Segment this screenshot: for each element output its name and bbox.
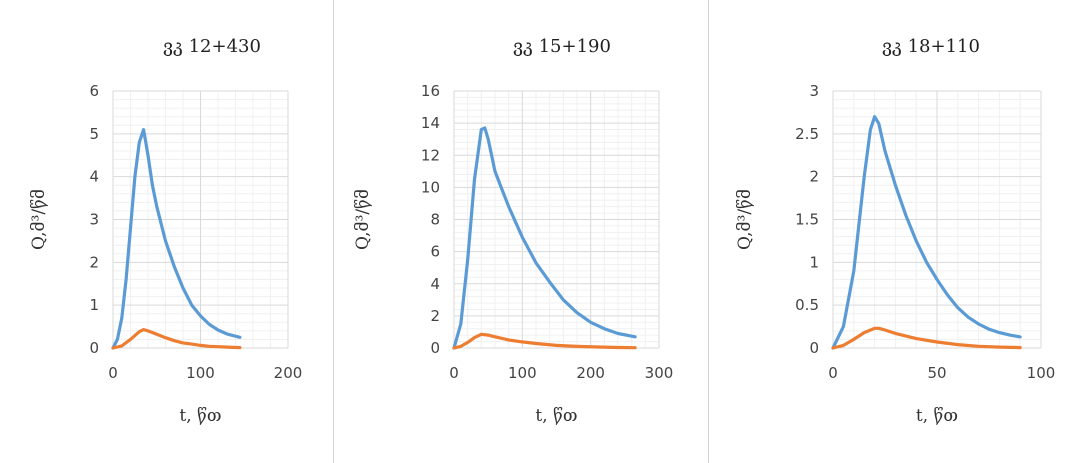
x-tick-label: 50 xyxy=(927,364,946,382)
y-tick-label: 2.5 xyxy=(795,125,819,143)
series-line-1 xyxy=(452,126,637,350)
y-tick-label: 0.5 xyxy=(795,296,819,314)
x-tick-label: 0 xyxy=(828,364,838,382)
y-tick-label: 1 xyxy=(809,253,819,271)
y-tick-label: 0 xyxy=(89,339,99,357)
chart-3: 0 0.5 1 1.5 2 2.5 3 0 50 100 ვკ 18+110 t, წთ Q,მ³/წმ xyxy=(735,36,1056,426)
x-axis-label: t, წთ xyxy=(535,406,577,426)
y-tick-label: 6 xyxy=(89,82,99,100)
series-line-1 xyxy=(831,115,1022,350)
y-tick-label: 5 xyxy=(89,125,99,143)
y-tick-label: 3 xyxy=(809,82,819,100)
x-axis-label: t, წთ xyxy=(916,406,958,426)
y-tick-label: 2 xyxy=(430,307,440,325)
y-tick-label: 4 xyxy=(430,275,440,293)
y-tick-label: 10 xyxy=(421,178,440,196)
panel-divider xyxy=(708,0,709,463)
x-tick-label: 300 xyxy=(645,364,674,382)
x-axis-label: t, წთ xyxy=(179,406,221,426)
series-line-2 xyxy=(831,326,1022,350)
y-tick-label: 14 xyxy=(421,114,440,132)
y-tick-label: 2 xyxy=(809,168,819,186)
grid xyxy=(112,90,289,349)
grid xyxy=(453,90,660,349)
y-axis-label: Q,მ³/წმ xyxy=(353,189,373,250)
series-line-1 xyxy=(111,128,242,350)
y-tick-label: 3 xyxy=(89,211,99,229)
series-line-2 xyxy=(111,328,242,350)
chart-title: ვკ 18+110 xyxy=(882,36,980,57)
x-tick-label: 100 xyxy=(508,364,537,382)
panel-divider xyxy=(333,0,334,463)
chart-title: ვკ 12+430 xyxy=(163,36,261,57)
series-line-2 xyxy=(452,332,637,350)
y-tick-label: 0 xyxy=(430,339,440,357)
x-tick-label: 100 xyxy=(1027,364,1056,382)
chart-panel-1: 0 1 2 3 4 5 6 0 100 200 ვკ 12+430 t, წთ Q,მ³/წმ xyxy=(0,0,333,463)
y-tick-label: 8 xyxy=(430,211,440,229)
chart-2: 0 2 4 6 8 10 12 14 16 0 100 200 300 ვკ 15+190 t, წთ Q,მ… xyxy=(353,36,674,426)
y-tick-label: 16 xyxy=(421,82,440,100)
y-tick-label: 6 xyxy=(430,243,440,261)
chart-title: ვკ 15+190 xyxy=(513,36,611,57)
y-axis-label: Q,მ³/წმ xyxy=(735,189,755,250)
y-tick-label: 2 xyxy=(89,253,99,271)
y-axis-label: Q,მ³/წმ xyxy=(29,189,49,250)
chart-panel-3: 0 0.5 1 1.5 2 2.5 3 0 50 100 ვკ 18+110 t, წთ Q,მ³/წმ xyxy=(709,0,1074,463)
x-tick-label: 200 xyxy=(274,364,303,382)
chart-panel-2: 0 2 4 6 8 10 12 14 16 0 100 200 300 ვკ 15+190 t, წთ Q,მ… xyxy=(334,0,708,463)
chart-1: 0 1 2 3 4 5 6 0 100 200 ვკ 12+430 t, წთ Q,მ³/წმ xyxy=(29,36,303,426)
grid xyxy=(832,90,1042,349)
x-tick-label: 0 xyxy=(108,364,118,382)
x-tick-label: 200 xyxy=(576,364,605,382)
y-tick-label: 1.5 xyxy=(795,211,819,229)
y-tick-label: 12 xyxy=(421,146,440,164)
x-tick-label: 0 xyxy=(449,364,459,382)
y-tick-label: 1 xyxy=(89,296,99,314)
x-tick-label: 100 xyxy=(186,364,215,382)
y-tick-label: 4 xyxy=(89,168,99,186)
y-tick-label: 0 xyxy=(809,339,819,357)
